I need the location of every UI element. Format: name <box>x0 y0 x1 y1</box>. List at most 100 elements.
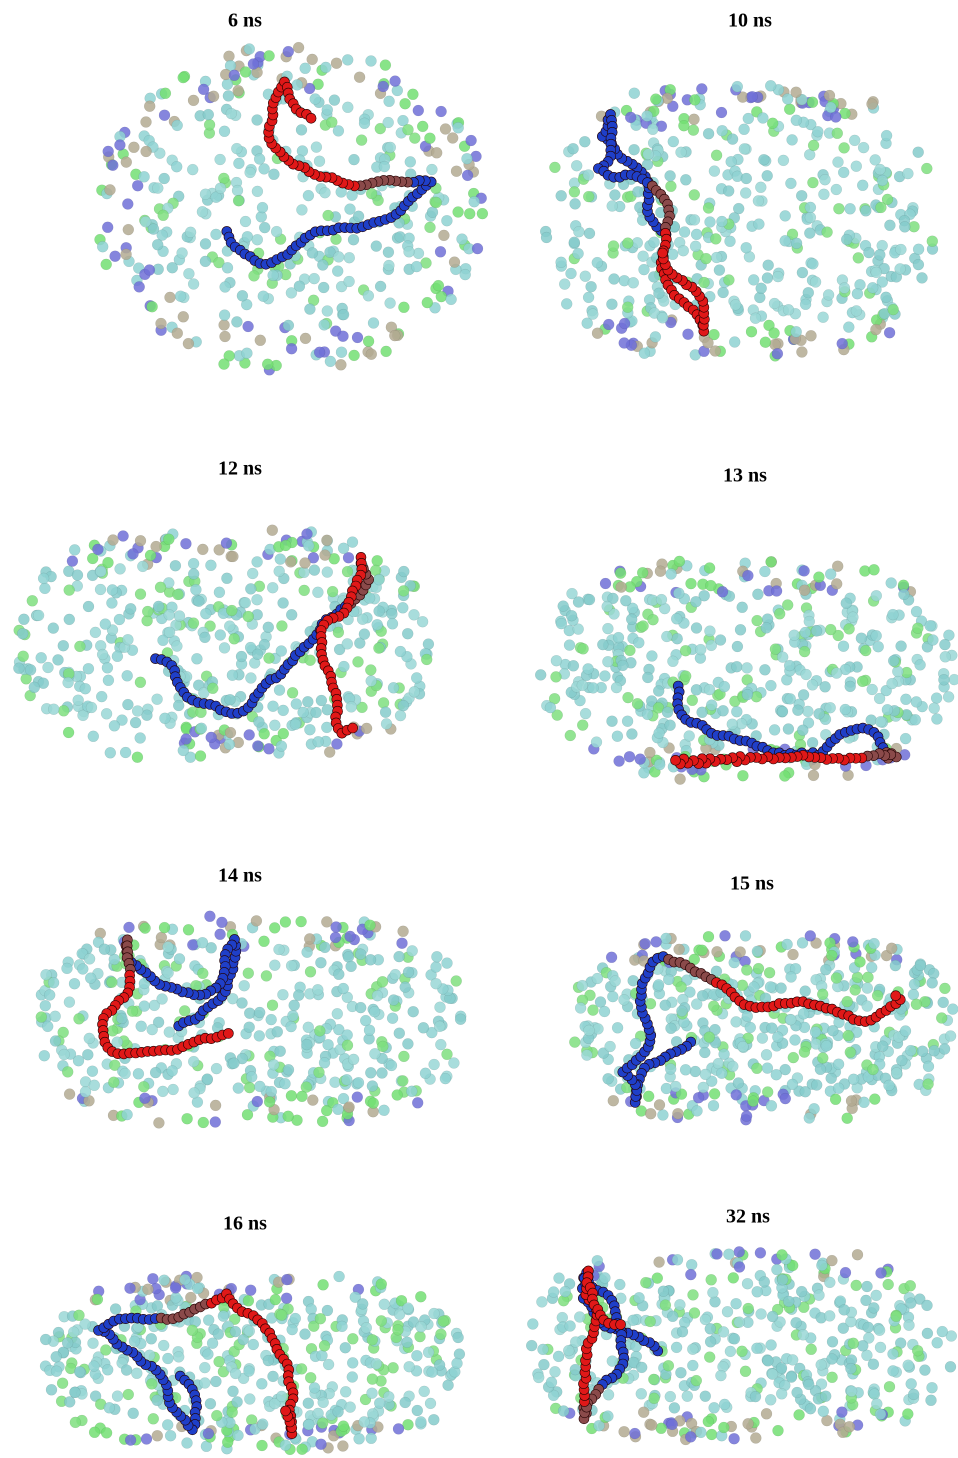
lipid-bead <box>653 979 664 990</box>
lipid-bead <box>241 348 252 359</box>
lipid-bead <box>156 318 167 329</box>
lipid-bead <box>381 346 392 357</box>
lipid-bead <box>650 331 661 342</box>
lipid-bead <box>125 603 136 614</box>
lipid-bead <box>225 727 236 738</box>
lipid-bead <box>51 1366 62 1377</box>
lipid-bead <box>663 974 674 985</box>
lipid-bead <box>82 1049 93 1060</box>
lipid-bead <box>108 535 119 546</box>
lipid-bead <box>871 1398 882 1409</box>
lipid-bead <box>758 154 769 165</box>
lipid-bead <box>848 1074 859 1085</box>
lipid-bead <box>776 1388 787 1399</box>
lipid-bead <box>805 930 816 941</box>
lipid-bead <box>210 1376 221 1387</box>
lipid-bead <box>676 1006 687 1017</box>
lipid-bead <box>333 1104 344 1115</box>
lipid-bead <box>842 1113 853 1124</box>
lipid-bead <box>360 1015 371 1026</box>
lipid-bead <box>167 1065 178 1076</box>
lipid-bead <box>606 299 617 310</box>
lipid-bead <box>703 931 714 942</box>
lipid-bead <box>43 662 54 673</box>
lipid-bead <box>57 1378 68 1389</box>
lipid-bead <box>882 704 893 715</box>
lipid-bead <box>886 578 897 589</box>
lipid-bead <box>564 640 575 651</box>
lipid-bead <box>453 1332 464 1343</box>
lipid-bead <box>317 1418 328 1429</box>
lipid-bead <box>548 1287 559 1298</box>
lipid-bead <box>872 990 883 1001</box>
lipid-bead <box>614 756 625 767</box>
lipid-bead <box>908 989 919 1000</box>
lipid-bead <box>259 728 270 739</box>
lipid-bead <box>737 602 748 613</box>
lipid-bead <box>674 556 685 567</box>
lipid-bead <box>280 917 291 928</box>
lipid-bead <box>816 1260 827 1271</box>
lipid-bead <box>187 164 198 175</box>
lipid-bead <box>281 1293 292 1304</box>
lipid-bead <box>577 720 588 731</box>
lipid-bead <box>245 167 256 178</box>
lipid-bead <box>806 330 817 341</box>
lipid-bead <box>269 922 280 933</box>
lipid-bead <box>841 598 852 609</box>
lipid-bead <box>110 1304 121 1315</box>
lipid-bead <box>765 680 776 691</box>
lipid-bead <box>638 1407 649 1418</box>
lipid-bead <box>760 337 771 348</box>
lipid-bead <box>756 283 767 294</box>
lipid-bead <box>776 983 787 994</box>
lipid-bead <box>554 1273 565 1284</box>
lipid-bead <box>608 241 619 252</box>
lipid-bead <box>205 1398 216 1409</box>
lipid-bead <box>748 1096 759 1107</box>
lipid-bead <box>908 1389 919 1400</box>
lipid-bead <box>252 649 263 660</box>
lipid-bead <box>550 1366 561 1377</box>
lipid-bead <box>123 1389 134 1400</box>
lipid-bead <box>233 1430 244 1441</box>
lipid-bead <box>300 333 311 344</box>
panel-label: 16 ns <box>223 1213 267 1235</box>
lipid-bead <box>703 128 714 139</box>
lipid-bead <box>752 615 763 626</box>
lipid-bead <box>862 1001 873 1012</box>
lipid-bead <box>741 173 752 184</box>
lipid-bead <box>106 977 117 988</box>
lipid-bead <box>317 1116 328 1127</box>
lipid-bead <box>303 1398 314 1409</box>
lipid-bead <box>245 673 256 684</box>
lipid-bead <box>884 327 895 338</box>
lipid-bead <box>183 268 194 279</box>
lipid-bead <box>435 1329 446 1340</box>
lipid-bead <box>839 1304 850 1315</box>
lipid-bead <box>170 1282 181 1293</box>
lipid-bead <box>668 136 679 147</box>
lipid-bead <box>750 313 761 324</box>
lipid-bead <box>603 319 614 330</box>
lipid-bead <box>409 686 420 697</box>
lipid-bead <box>112 1037 123 1048</box>
lipid-bead <box>717 125 728 136</box>
lipid-bead <box>665 1064 676 1075</box>
lipid-bead <box>852 972 863 983</box>
lipid-bead <box>888 1365 899 1376</box>
lipid-bead <box>654 1099 665 1110</box>
polymer-bead <box>658 248 668 258</box>
lipid-bead <box>869 1094 880 1105</box>
lipid-bead <box>592 1255 603 1266</box>
lipid-bead <box>148 224 159 235</box>
lipid-bead <box>316 1439 327 1450</box>
lipid-bead <box>626 614 637 625</box>
lipid-bead <box>687 695 698 706</box>
lipid-bead <box>846 1095 857 1106</box>
lipid-bead <box>244 1394 255 1405</box>
panel-label: 12 ns <box>218 458 262 480</box>
lipid-bead <box>607 716 618 727</box>
lipid-bead <box>818 312 829 323</box>
lipid-bead <box>688 1289 699 1300</box>
